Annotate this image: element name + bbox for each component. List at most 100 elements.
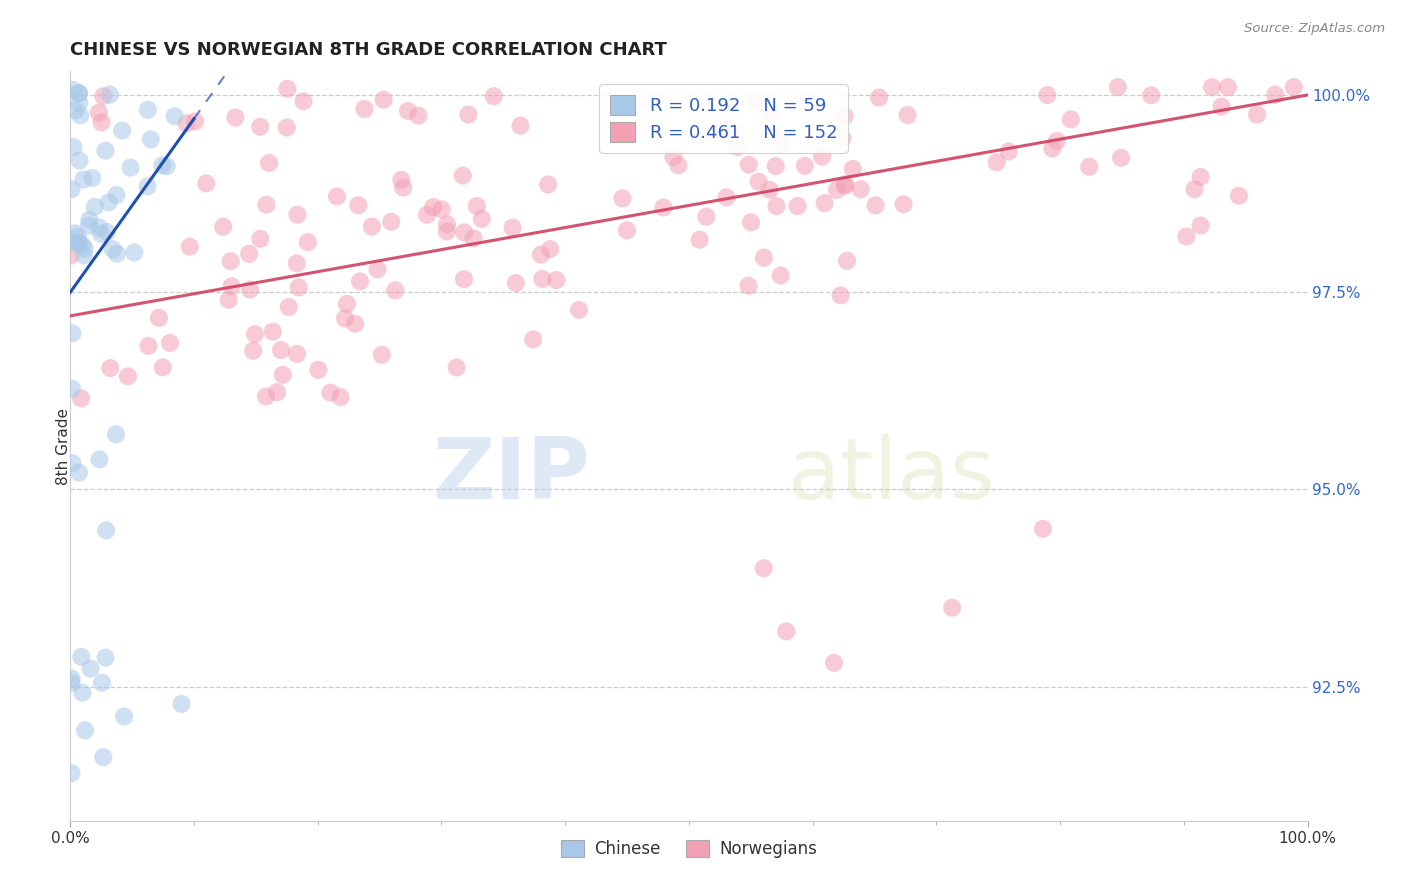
Point — [616, 223, 638, 237]
Point — [453, 225, 475, 239]
Point — [703, 126, 725, 140]
Point — [1046, 134, 1069, 148]
Point — [82, 171, 104, 186]
Point — [389, 173, 412, 187]
Point — [451, 169, 474, 183]
Point — [105, 188, 128, 202]
Point — [834, 109, 856, 123]
Point — [748, 175, 770, 189]
Point — [347, 198, 370, 212]
Point — [738, 158, 761, 172]
Point — [986, 155, 1008, 169]
Point — [249, 232, 271, 246]
Point — [360, 219, 382, 234]
Point — [366, 262, 388, 277]
Point — [775, 624, 797, 639]
Point — [752, 561, 775, 575]
Point — [446, 360, 468, 375]
Point — [219, 254, 242, 268]
Point — [136, 103, 159, 117]
Point — [666, 158, 689, 172]
Point — [79, 662, 101, 676]
Point — [724, 126, 747, 140]
Point — [1060, 112, 1083, 127]
Point — [262, 325, 284, 339]
Point — [60, 676, 83, 690]
Point — [1032, 522, 1054, 536]
Point — [1227, 188, 1250, 202]
Point — [380, 215, 402, 229]
Point — [62, 456, 84, 470]
Point — [60, 766, 83, 780]
Point — [830, 288, 852, 302]
Point — [1211, 99, 1233, 113]
Point — [243, 327, 266, 342]
Point — [1040, 142, 1063, 156]
Point — [1109, 151, 1132, 165]
Point — [384, 284, 406, 298]
Point — [285, 347, 308, 361]
Point — [65, 103, 87, 118]
Point — [652, 201, 675, 215]
Point — [392, 180, 415, 194]
Point — [67, 235, 90, 250]
Point — [941, 600, 963, 615]
Point — [62, 140, 84, 154]
Point — [408, 109, 430, 123]
Point — [70, 391, 93, 405]
Point — [834, 178, 856, 193]
Legend: Chinese, Norwegians: Chinese, Norwegians — [554, 833, 824, 864]
Point — [537, 178, 560, 192]
Point — [509, 119, 531, 133]
Point — [1264, 87, 1286, 102]
Point — [159, 335, 181, 350]
Point — [266, 385, 288, 400]
Point — [893, 197, 915, 211]
Point — [184, 114, 207, 128]
Point — [1201, 80, 1223, 95]
Point — [1246, 107, 1268, 121]
Point — [336, 297, 359, 311]
Point — [63, 227, 86, 241]
Point — [94, 144, 117, 158]
Point — [740, 215, 762, 229]
Point — [170, 697, 193, 711]
Point — [786, 199, 808, 213]
Point — [257, 156, 280, 170]
Point — [1216, 80, 1239, 95]
Point — [276, 82, 298, 96]
Point — [111, 123, 134, 137]
Point — [396, 103, 419, 118]
Point — [530, 248, 553, 262]
Point — [1189, 219, 1212, 233]
Point — [695, 210, 717, 224]
Point — [67, 95, 90, 110]
Point — [179, 240, 201, 254]
Point — [725, 140, 748, 154]
Point — [307, 363, 329, 377]
Point — [842, 161, 865, 176]
Point — [1189, 169, 1212, 184]
Point — [93, 89, 115, 103]
Point — [254, 198, 277, 212]
Point — [662, 150, 685, 164]
Point — [221, 279, 243, 293]
Point — [463, 231, 485, 245]
Point — [249, 120, 271, 134]
Point — [353, 102, 375, 116]
Point — [136, 179, 159, 194]
Point — [67, 86, 90, 100]
Point — [813, 196, 835, 211]
Point — [77, 212, 100, 227]
Point — [371, 348, 394, 362]
Point — [319, 385, 342, 400]
Point — [765, 199, 787, 213]
Point — [769, 268, 792, 283]
Point — [120, 161, 142, 175]
Point — [66, 229, 89, 244]
Point — [471, 211, 494, 226]
Point — [522, 333, 544, 347]
Text: atlas: atlas — [787, 434, 995, 517]
Point — [242, 343, 264, 358]
Point — [416, 208, 439, 222]
